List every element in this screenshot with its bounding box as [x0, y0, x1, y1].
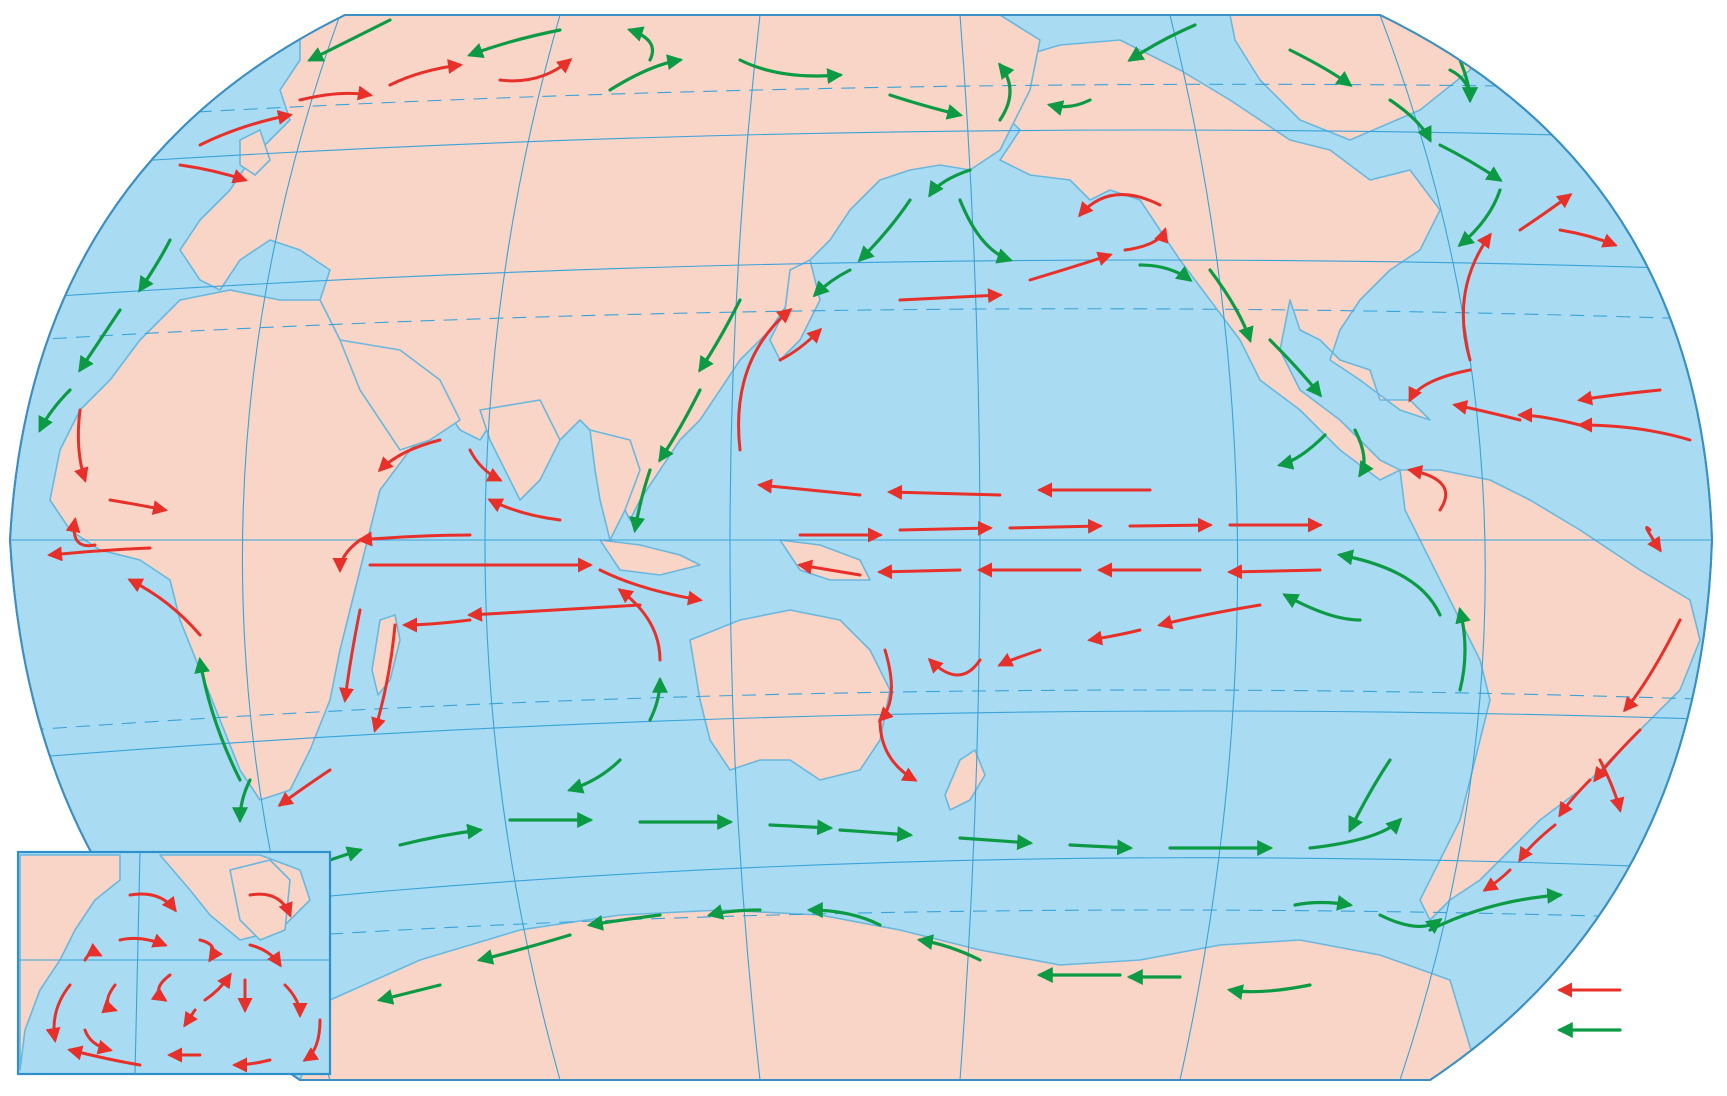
southeast-asia [589, 429, 641, 541]
map-border [8, 14, 1714, 1081]
australia [689, 609, 891, 781]
new-zealand [944, 749, 986, 811]
inset-warm-currents [45, 892, 322, 1073]
indian-subcontinent [479, 399, 561, 501]
warm-currents [47, 58, 1692, 892]
indonesia [599, 539, 701, 576]
british-isles [239, 129, 271, 176]
arabian-peninsula [339, 339, 461, 451]
inset-map-indian-ocean-monsoon [16, 850, 332, 1076]
antarctica [298, 909, 1482, 1080]
legend [1556, 982, 1622, 1038]
cold-currents [38, 18, 1564, 1005]
